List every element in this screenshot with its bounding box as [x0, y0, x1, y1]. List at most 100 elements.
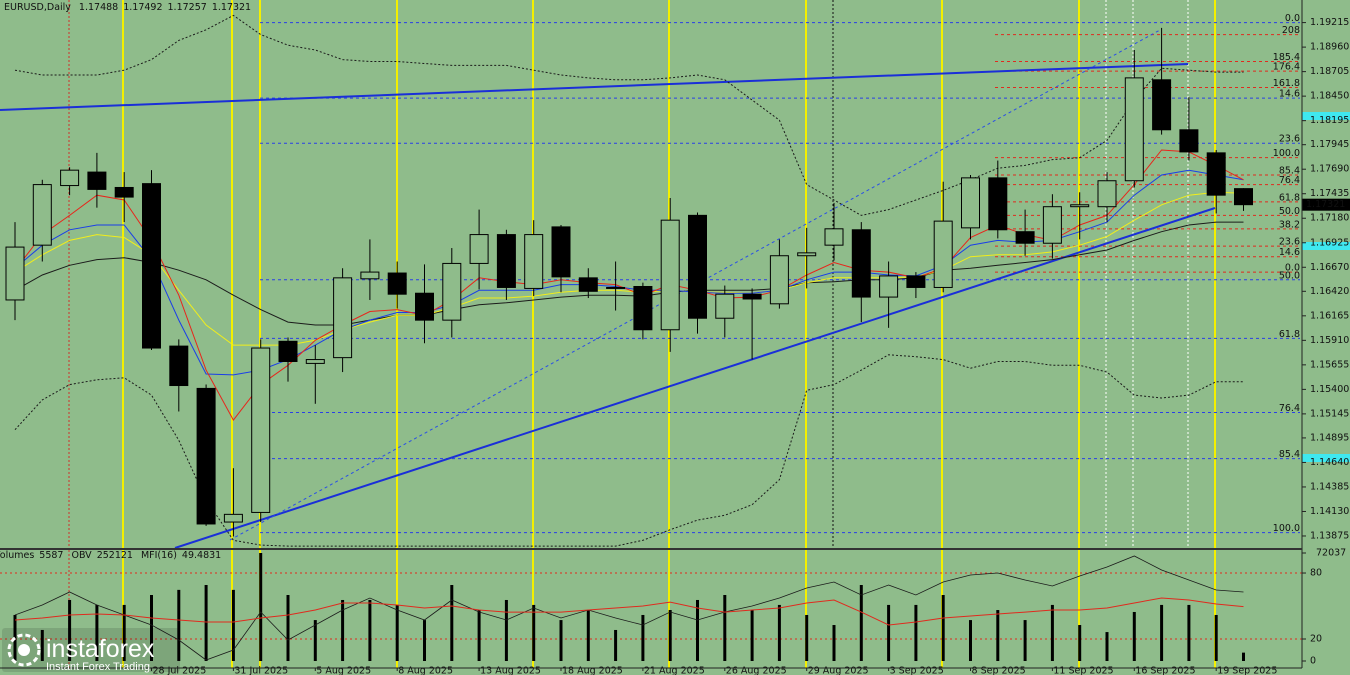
mfi-label: MFI(16) [141, 550, 177, 561]
fib-label: 14.6 [1279, 247, 1300, 258]
candle-body [305, 359, 325, 364]
candle-body [496, 234, 516, 288]
symbol: EURUSD,Daily [4, 2, 71, 13]
moving-average [14, 149, 1244, 422]
mfi-tick-label: 80 [1310, 568, 1322, 579]
candle-body [824, 228, 844, 246]
candle-body [333, 277, 353, 359]
fib-label: 100.0 [1273, 148, 1300, 159]
y-tick-label: 1.17180 [1310, 213, 1349, 224]
candle-body [715, 293, 735, 319]
candle-body [906, 275, 926, 288]
x-tick-label: 5 Aug 2025 [316, 666, 371, 675]
candle-body [169, 345, 189, 387]
fib-label: 76.4 [1279, 175, 1300, 186]
candle-body [1097, 180, 1117, 208]
candle-body [360, 271, 380, 280]
x-tick-label: 3 Sep 2025 [890, 666, 944, 675]
candle-body [32, 184, 52, 246]
candle-body [5, 246, 25, 301]
candle-body [606, 286, 626, 289]
candle-body [742, 293, 762, 300]
x-tick-label: 31 Jul 2025 [234, 666, 288, 675]
fib-label: 23.6 [1279, 134, 1300, 145]
fib-label: 14.6 [1279, 89, 1300, 100]
bollinger-lower [14, 354, 1244, 547]
mfi-tick-label: 0 [1310, 656, 1316, 667]
low-value: 1.17257 [168, 2, 207, 13]
x-tick-label: 8 Sep 2025 [972, 666, 1026, 675]
candle-body [851, 229, 871, 298]
candle-body [769, 255, 789, 305]
candle-body [1152, 79, 1172, 131]
volume-tick-label: 72037 [1316, 548, 1346, 559]
fib-label: 23.6 [1279, 237, 1300, 248]
y-tick-label: 1.16670 [1310, 262, 1349, 273]
x-tick-label: 28 Jul 2025 [153, 666, 207, 675]
y-tick-label: 1.18450 [1310, 91, 1349, 102]
open-value: 1.17488 [79, 2, 118, 13]
alert-marker [1302, 112, 1350, 120]
candle-body [797, 252, 817, 257]
candle-body [278, 340, 298, 362]
obv-value: 252121 [97, 550, 133, 561]
fib-label: 76.4 [1279, 403, 1300, 414]
close-value: 1.17321 [212, 2, 251, 13]
fib-label: 185.4 [1273, 52, 1300, 63]
x-tick-label: 19 Sep 2025 [1217, 666, 1277, 675]
volumes-label: Volumes [0, 550, 34, 561]
candle-body [114, 186, 134, 198]
candle-body [196, 387, 216, 525]
y-tick-label: 1.19215 [1310, 17, 1349, 28]
candle-body [933, 220, 953, 288]
y-tick-label: 1.17690 [1310, 164, 1349, 175]
volumes-value: 5587 [39, 550, 63, 561]
candle-body [387, 272, 407, 295]
candle-body [578, 277, 598, 292]
main-panel [0, 0, 1300, 548]
candle-body [223, 513, 243, 523]
y-tick-label: 1.18960 [1310, 42, 1349, 53]
fib-label: 100.0 [1273, 523, 1300, 534]
y-tick-label: 1.17435 [1310, 188, 1349, 199]
x-tick-label: 8 Aug 2025 [398, 666, 453, 675]
logo-icon-core [18, 644, 30, 656]
high-value: 1.17492 [123, 2, 162, 13]
moving-average [14, 191, 1244, 346]
y-tick-label: 1.15145 [1310, 408, 1349, 419]
logo-backdrop [2, 628, 180, 672]
mfi-line [14, 597, 1244, 626]
candle-body [442, 262, 462, 321]
fib-label: 161.8 [1273, 78, 1300, 89]
candle-body [87, 171, 107, 190]
candle-body [415, 292, 434, 321]
candle-body [1124, 77, 1144, 182]
logo-tagline: Instant Forex Trading [46, 661, 150, 673]
candle-body [251, 347, 271, 513]
alert-marker [1302, 454, 1350, 462]
x-tick-label: 26 Aug 2025 [726, 666, 787, 675]
y-tick-label: 1.16165 [1310, 310, 1349, 321]
y-tick-label: 1.14895 [1310, 432, 1349, 443]
candle-body [524, 234, 544, 289]
candle-body [961, 177, 980, 229]
mfi-value: 49.4831 [182, 550, 221, 561]
x-tick-label: 21 Aug 2025 [644, 666, 705, 675]
candle-body [1015, 231, 1035, 244]
y-tick-label: 1.15655 [1310, 359, 1349, 370]
trendline [174, 207, 1216, 548]
indicator-header: Volumes 5587 OBV 252121 MFI(16) 49.4831 [0, 550, 221, 561]
y-tick-label: 1.15400 [1310, 384, 1349, 395]
candle-body [660, 219, 680, 331]
fib-label: 85.4 [1279, 449, 1300, 460]
x-tick-label: 29 Aug 2025 [808, 666, 869, 675]
fib-label: 0.0 [1285, 13, 1300, 24]
fib-label: 50.0 [1279, 206, 1300, 217]
bollinger-upper [14, 14, 1244, 216]
y-tick-label: 1.18195 [1310, 115, 1349, 126]
indicator-panel [0, 550, 1302, 668]
candle-body [988, 177, 1008, 231]
y-tick-label: 1.15910 [1310, 335, 1349, 346]
